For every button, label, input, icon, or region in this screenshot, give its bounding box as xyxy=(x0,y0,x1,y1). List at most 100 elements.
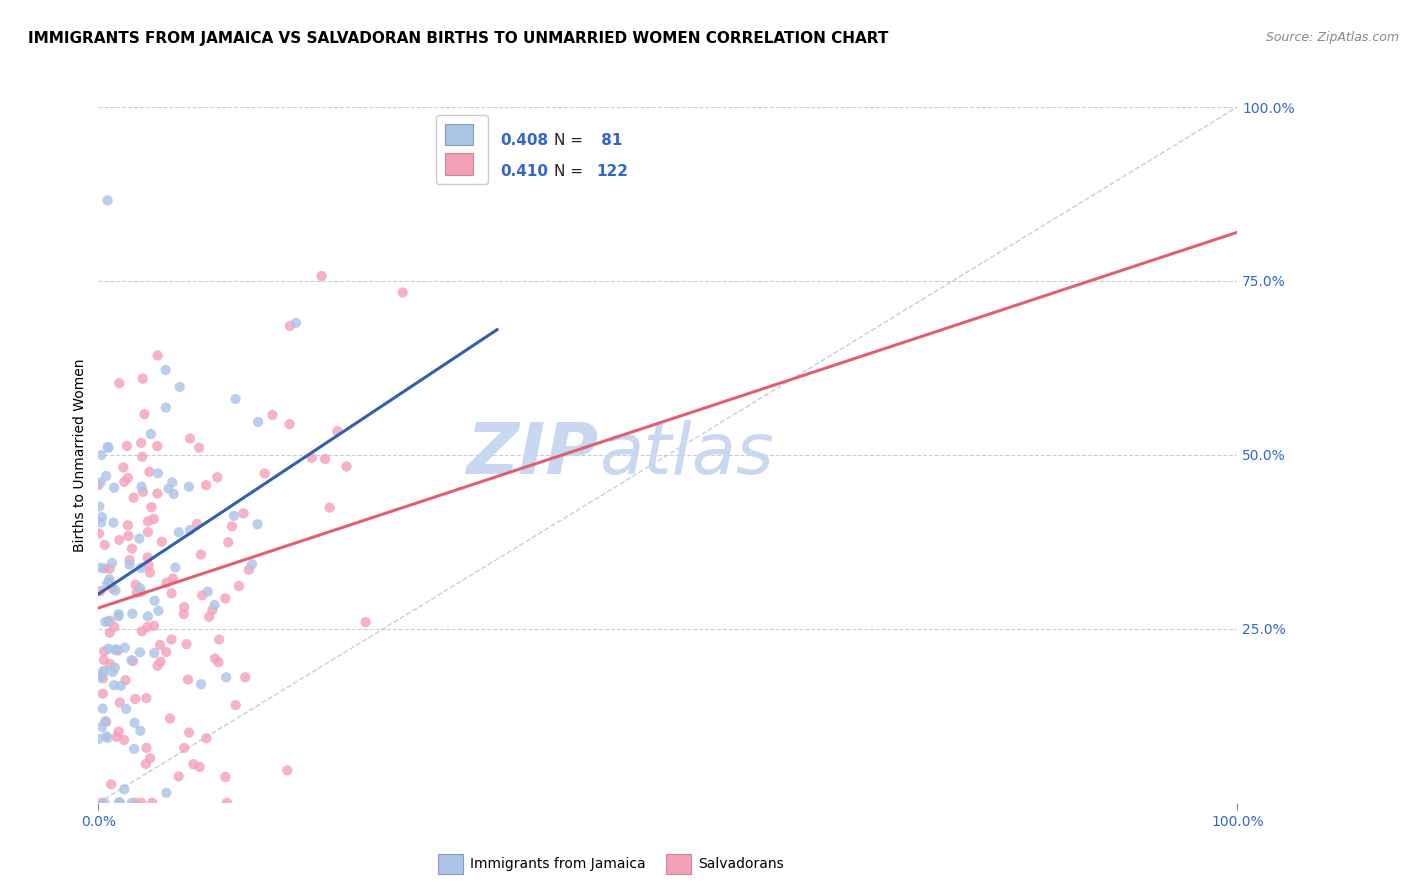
Point xyxy=(335,459,357,474)
Point xyxy=(93,664,115,678)
Point xyxy=(112,475,135,489)
Point xyxy=(167,525,190,540)
Point xyxy=(149,655,172,669)
Point xyxy=(207,470,229,484)
Point xyxy=(142,619,165,633)
Point xyxy=(129,581,152,595)
Point xyxy=(108,795,131,809)
Point xyxy=(108,796,131,810)
Point xyxy=(215,670,238,684)
Point xyxy=(91,720,114,734)
Point xyxy=(207,655,229,669)
Point xyxy=(214,770,236,784)
Point xyxy=(135,756,157,771)
Point xyxy=(188,441,211,455)
Point xyxy=(217,535,239,549)
Point xyxy=(112,460,135,475)
Point xyxy=(91,665,114,679)
Point xyxy=(326,425,349,439)
Point xyxy=(98,572,121,586)
Point xyxy=(162,475,184,490)
Point xyxy=(104,643,127,657)
Point xyxy=(104,583,127,598)
Point xyxy=(314,452,336,467)
Point xyxy=(98,614,121,628)
Point xyxy=(105,642,128,657)
Point xyxy=(284,316,307,330)
Point xyxy=(101,665,124,679)
Point xyxy=(117,518,139,533)
Point xyxy=(117,471,139,485)
Point xyxy=(136,515,159,529)
Point xyxy=(108,533,131,547)
Point xyxy=(93,561,115,575)
Point xyxy=(112,733,135,747)
Point xyxy=(98,625,121,640)
Point xyxy=(191,588,214,602)
Point xyxy=(114,673,136,688)
Point xyxy=(301,450,323,465)
Point xyxy=(173,607,195,621)
Point xyxy=(169,380,191,394)
Point xyxy=(225,698,247,712)
Point xyxy=(89,500,111,514)
Point xyxy=(110,679,132,693)
Point xyxy=(90,475,112,490)
Point xyxy=(129,723,152,738)
Point xyxy=(97,440,120,454)
Point xyxy=(129,435,152,450)
Point xyxy=(190,548,212,562)
Point xyxy=(93,653,115,667)
Point xyxy=(354,615,377,630)
Point xyxy=(136,525,159,540)
Point xyxy=(165,560,187,574)
Point xyxy=(139,427,162,442)
Point xyxy=(129,796,152,810)
Point xyxy=(228,579,250,593)
Point xyxy=(100,777,122,791)
Text: 0.410: 0.410 xyxy=(501,164,548,179)
Point xyxy=(87,478,110,492)
Point xyxy=(240,558,263,572)
Point xyxy=(276,764,298,778)
Point xyxy=(89,670,111,684)
Point xyxy=(94,729,117,743)
Point xyxy=(176,637,198,651)
Point xyxy=(121,607,143,621)
Text: ZIP: ZIP xyxy=(467,420,599,490)
Point xyxy=(179,432,201,446)
Point xyxy=(157,482,180,496)
Text: R =: R = xyxy=(457,134,491,148)
Point xyxy=(134,407,156,421)
Point xyxy=(97,441,120,455)
Point xyxy=(105,730,128,744)
Point xyxy=(143,593,166,607)
Point xyxy=(146,439,169,453)
Point xyxy=(188,760,211,774)
Point xyxy=(108,696,131,710)
Point xyxy=(91,687,114,701)
Point xyxy=(132,372,155,386)
Text: Source: ZipAtlas.com: Source: ZipAtlas.com xyxy=(1265,31,1399,45)
Point xyxy=(214,591,236,606)
Point xyxy=(391,285,413,300)
Point xyxy=(190,677,212,691)
Point xyxy=(120,653,142,667)
Point xyxy=(253,467,276,481)
Point xyxy=(101,556,124,570)
Point xyxy=(107,643,129,657)
Point xyxy=(148,604,170,618)
Point xyxy=(141,500,163,515)
Point xyxy=(118,558,141,572)
Point xyxy=(93,644,115,658)
Point xyxy=(122,491,145,505)
Point xyxy=(278,417,301,432)
Point xyxy=(103,481,125,495)
Point xyxy=(115,439,138,453)
Point xyxy=(215,796,238,810)
Text: 81: 81 xyxy=(596,134,623,148)
Point xyxy=(101,582,124,596)
Point xyxy=(311,268,333,283)
Point xyxy=(124,577,146,591)
Point xyxy=(155,575,177,590)
